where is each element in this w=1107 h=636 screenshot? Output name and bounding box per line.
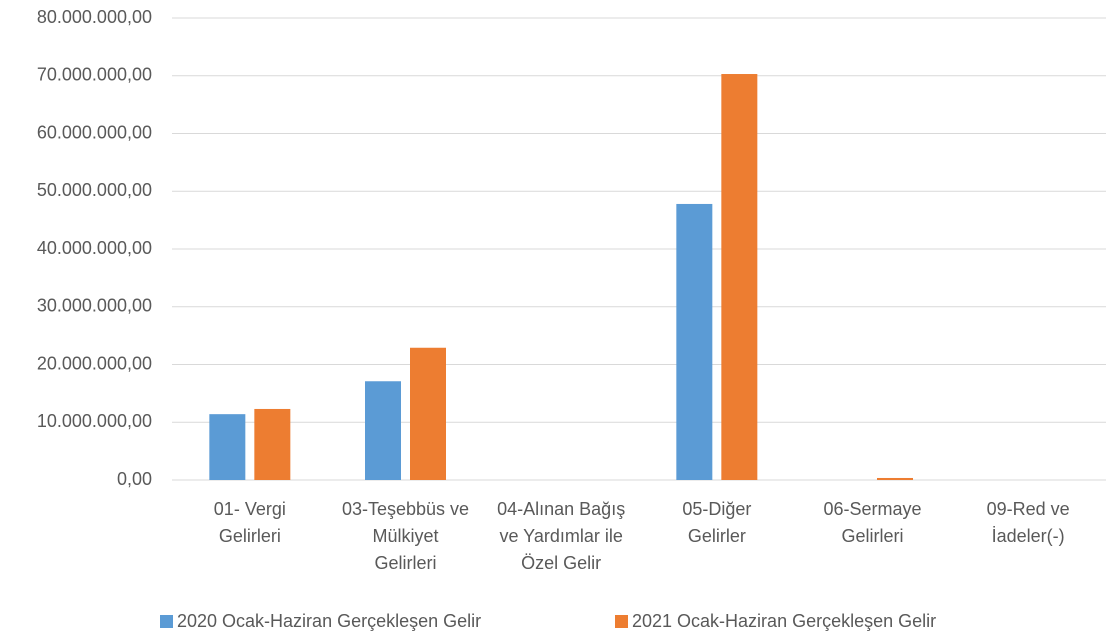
x-tick-label: 03-Teşebbüs ve Mülkiyet Gelirleri	[342, 499, 469, 573]
y-tick-label: 50.000.000,00	[37, 180, 152, 200]
x-tick-label: 01- Vergi Gelirleri	[214, 499, 286, 546]
y-tick-label: 60.000.000,00	[37, 122, 152, 142]
bar	[410, 347, 446, 480]
y-tick-label: 30.000.000,00	[37, 296, 152, 316]
legend-label: 2021 Ocak-Haziran Gerçekleşen Gelir	[632, 611, 936, 631]
legend-swatch	[160, 615, 173, 628]
x-tick-label: 04-Alınan Bağış ve Yardımlar ile Özel Geli…	[497, 499, 625, 573]
bar	[877, 477, 913, 480]
bar	[365, 381, 401, 480]
y-tick-label: 80.000.000,00	[37, 7, 152, 27]
y-tick-label: 0,00	[117, 469, 152, 489]
bar	[676, 203, 713, 480]
x-tick-label: 06-Sermaye Gelirleri	[823, 499, 921, 546]
x-tick-label: 09-Red ve İadeler(-)	[987, 499, 1070, 546]
bar	[721, 74, 758, 480]
y-tick-label: 10.000.000,00	[37, 411, 152, 431]
x-tick-label: 05-Diğer Gelirler	[682, 499, 751, 546]
bar	[209, 414, 246, 480]
y-tick-label: 40.000.000,00	[37, 238, 152, 258]
y-tick-label: 20.000.000,00	[37, 353, 152, 373]
bar	[254, 408, 291, 480]
y-tick-label: 70.000.000,00	[37, 65, 152, 85]
legend-label: 2020 Ocak-Haziran Gerçekleşen Gelir	[177, 611, 481, 631]
legend-swatch	[615, 615, 628, 628]
